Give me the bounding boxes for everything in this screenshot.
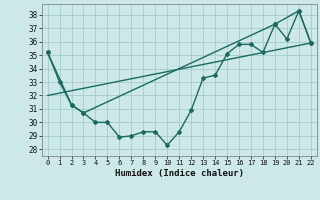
X-axis label: Humidex (Indice chaleur): Humidex (Indice chaleur) [115,169,244,178]
